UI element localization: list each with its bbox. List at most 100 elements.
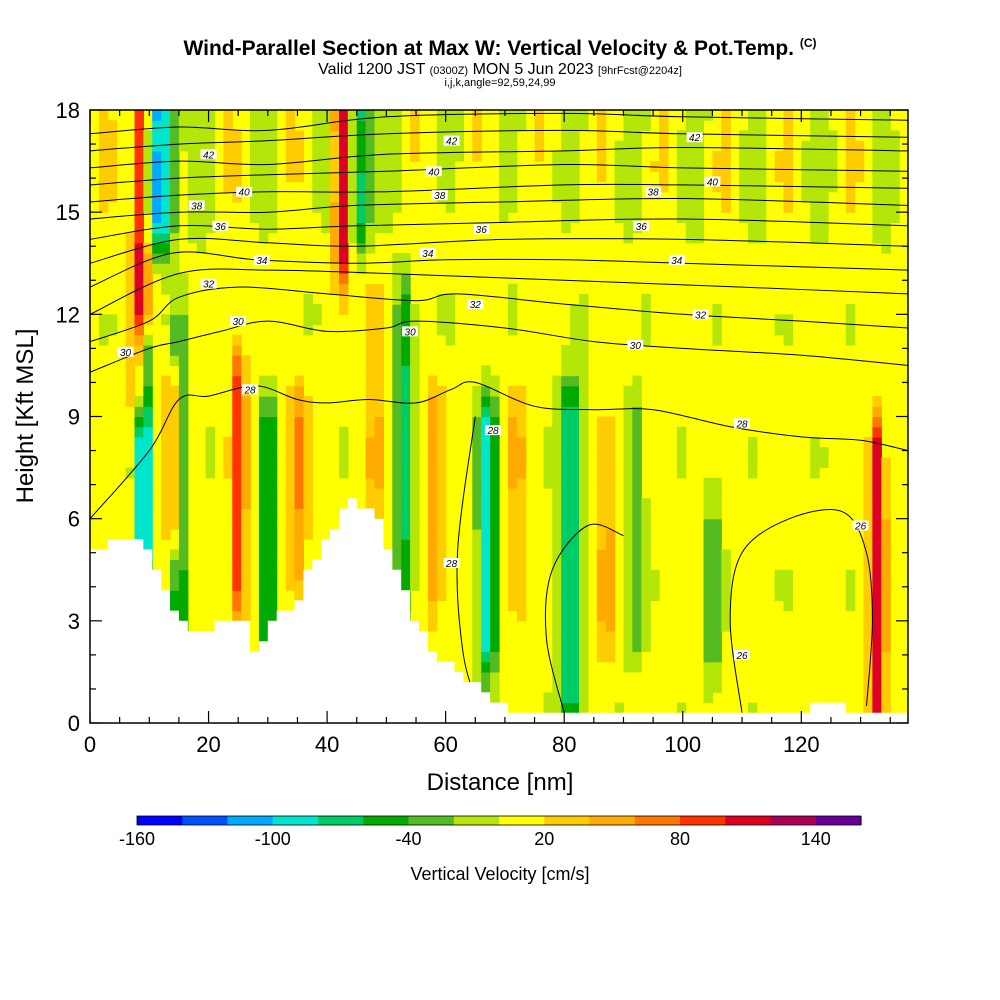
velocity-cell <box>507 549 518 561</box>
velocity-cell <box>410 426 420 438</box>
velocity-cell <box>703 620 713 632</box>
velocity-cell <box>570 181 580 193</box>
velocity-cell <box>436 467 447 479</box>
velocity-cell <box>125 355 136 366</box>
velocity-cell <box>774 580 785 591</box>
velocity-cell <box>267 181 278 193</box>
velocity-cell <box>596 559 607 571</box>
velocity-cell <box>863 539 873 550</box>
velocity-cell <box>445 150 456 162</box>
velocity-cell <box>134 110 144 121</box>
velocity-cell <box>427 426 438 438</box>
velocity-cell <box>783 324 793 336</box>
velocity-cell <box>490 447 500 458</box>
velocity-cell <box>392 140 402 152</box>
velocity-cell <box>472 620 482 632</box>
velocity-cell <box>490 416 500 428</box>
velocity-cell <box>258 385 269 397</box>
velocity-cell <box>267 150 278 162</box>
velocity-cell <box>454 140 464 152</box>
contour-label-bg <box>242 384 259 395</box>
valid-time: Valid 1200 JST <box>318 61 426 78</box>
velocity-cell <box>845 600 856 612</box>
velocity-cell <box>232 426 242 438</box>
velocity-cell <box>872 539 882 550</box>
velocity-cell <box>845 161 856 172</box>
velocity-cell <box>294 396 304 407</box>
velocity-cell <box>330 202 340 213</box>
velocity-cell <box>178 559 189 571</box>
velocity-cell <box>187 171 198 183</box>
velocity-cell <box>170 447 180 458</box>
velocity-cell <box>703 477 713 489</box>
contour-label-bg <box>443 557 460 568</box>
velocity-cell <box>250 181 260 193</box>
velocity-cell <box>881 120 891 131</box>
velocity-cell <box>330 150 340 162</box>
velocity-cell <box>507 436 518 448</box>
velocity-cell <box>330 212 340 223</box>
velocity-cell <box>783 334 793 346</box>
velocity-cell <box>721 569 731 581</box>
velocity-cell <box>134 467 144 479</box>
terrain-mask <box>90 498 908 723</box>
velocity-cell <box>401 436 411 448</box>
velocity-cell <box>232 406 242 418</box>
velocity-cell <box>205 212 216 223</box>
velocity-cell <box>748 181 758 193</box>
velocity-cell <box>676 467 687 479</box>
velocity-cell <box>570 488 580 499</box>
velocity-cell <box>170 253 180 264</box>
velocity-cell <box>623 620 633 632</box>
velocity-cell <box>258 140 269 152</box>
velocity-cell <box>392 467 402 479</box>
velocity-cell <box>596 641 607 653</box>
velocity-cell <box>258 488 269 499</box>
velocity-cell <box>756 140 767 152</box>
velocity-cell <box>258 528 269 540</box>
velocity-cell <box>481 600 491 612</box>
velocity-cell <box>810 140 820 152</box>
velocity-cell <box>694 150 705 162</box>
theta-contour-line <box>90 286 908 343</box>
velocity-cell <box>241 355 251 366</box>
velocity-cell <box>507 569 518 581</box>
velocity-cell <box>170 436 180 448</box>
velocity-cell <box>614 140 625 152</box>
contour-label-bg <box>633 220 650 231</box>
velocity-cell <box>161 181 171 193</box>
velocity-cell <box>267 447 278 458</box>
velocity-cell <box>579 692 589 704</box>
contour-label: 36 <box>215 222 227 233</box>
velocity-cell <box>161 436 171 448</box>
velocity-cell <box>783 171 793 183</box>
velocity-cell <box>347 191 358 203</box>
velocity-cell <box>250 110 260 121</box>
y-tick-label: 18 <box>56 98 80 123</box>
velocity-cell <box>267 191 278 203</box>
velocity-cell <box>561 436 571 448</box>
velocity-cell <box>241 426 251 438</box>
velocity-cell <box>392 324 402 336</box>
velocity-cell <box>454 150 464 162</box>
velocity-cell <box>161 202 171 213</box>
velocity-cell <box>703 610 713 622</box>
velocity-cell <box>819 150 829 162</box>
contour-label: 38 <box>191 201 203 212</box>
velocity-cell <box>392 436 402 448</box>
velocity-cell <box>472 426 482 438</box>
velocity-cell <box>143 498 153 509</box>
valid-time-utc: (0300Z) <box>429 65 469 77</box>
velocity-cell <box>365 222 376 234</box>
velocity-cell <box>294 426 304 438</box>
velocity-cell <box>481 631 491 642</box>
velocity-cell <box>374 365 384 377</box>
velocity-cell <box>401 355 411 366</box>
velocity-cell <box>552 191 562 203</box>
velocity-cell <box>267 161 278 172</box>
velocity-cell <box>330 161 340 172</box>
velocity-cell <box>828 150 838 162</box>
velocity-cell <box>241 467 251 479</box>
velocity-cell <box>472 467 482 479</box>
velocity-cell <box>863 692 873 704</box>
